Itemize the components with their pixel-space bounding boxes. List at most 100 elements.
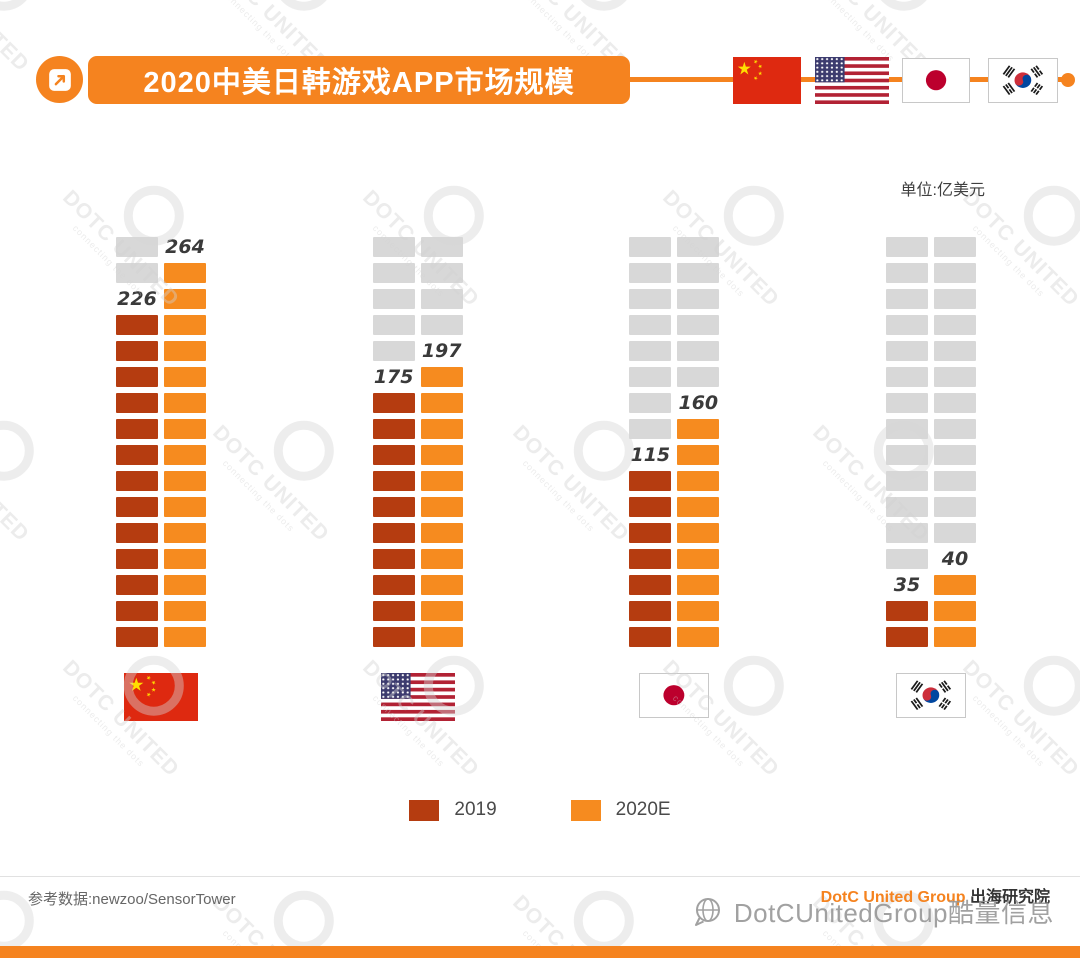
legend-swatch-2019 [409, 799, 440, 821]
value-brick [677, 523, 720, 543]
value-brick [372, 627, 415, 647]
value-brick [164, 263, 206, 283]
value-brick [420, 601, 463, 621]
bar-value-label: 175 [373, 366, 414, 388]
bar-japan-2020e: 160 [677, 237, 720, 647]
bg-brick [885, 549, 928, 569]
bg-brick [885, 471, 928, 491]
flag-china [124, 673, 198, 721]
unit-label: 单位:亿美元 [900, 182, 985, 199]
value-brick [629, 497, 672, 517]
value-brick [420, 497, 463, 517]
value-brick [164, 315, 206, 335]
value-brick [116, 549, 158, 569]
value-brick [164, 445, 206, 465]
bar-usa-2019: 175 [372, 237, 415, 647]
value-brick [164, 367, 206, 387]
value-brick [164, 419, 206, 439]
value-brick [116, 341, 158, 361]
bar-value-label: 40 [941, 548, 969, 570]
bar-value-label: 35 [893, 574, 921, 596]
flag-japan [639, 673, 710, 718]
value-brick [629, 601, 672, 621]
value-brick [677, 497, 720, 517]
bg-brick [629, 237, 672, 257]
flag-korea [895, 673, 966, 718]
brick-bar-chart: 226 264 175 197 115 160 [0, 237, 1080, 721]
value-brick [164, 523, 206, 543]
bg-brick [933, 341, 976, 361]
value-brick [420, 445, 463, 465]
value-brick [885, 627, 928, 647]
header-flag-usa [815, 57, 889, 104]
bg-brick [933, 419, 976, 439]
bg-brick [372, 237, 415, 257]
value-brick [629, 627, 672, 647]
value-brick [164, 601, 206, 621]
value-brick [116, 393, 158, 413]
bg-brick [885, 445, 928, 465]
value-brick [677, 445, 720, 465]
value-brick [372, 471, 415, 491]
value-brick [164, 549, 206, 569]
legend-item-2020e: 2020E [570, 799, 671, 821]
bg-brick [933, 393, 976, 413]
bar-value-label: 226 [117, 288, 157, 310]
bg-brick [420, 289, 463, 309]
value-brick [885, 601, 928, 621]
value-brick [164, 471, 206, 491]
bg-brick [629, 263, 672, 283]
value-brick [420, 523, 463, 543]
value-brick [372, 393, 415, 413]
bg-brick [629, 393, 672, 413]
bg-brick [677, 367, 720, 387]
chart-group-china: 226 264 [116, 237, 206, 721]
legend-label-2019: 2019 [454, 799, 497, 820]
bg-brick [677, 237, 720, 257]
value-brick [420, 627, 463, 647]
value-brick [372, 497, 415, 517]
usa-flag-icon [815, 57, 889, 104]
bg-brick [420, 263, 463, 283]
value-brick [116, 471, 158, 491]
value-brick [933, 601, 976, 621]
bg-brick [933, 497, 976, 517]
bg-brick [933, 445, 976, 465]
bar-value-label: 115 [630, 444, 671, 466]
bg-brick [885, 237, 928, 257]
value-brick [933, 575, 976, 595]
bar-china-2020e: 264 [164, 237, 206, 647]
bg-brick [885, 367, 928, 387]
watermark-ring-icon [0, 0, 47, 24]
share-arrow-icon [48, 68, 71, 91]
bg-brick [629, 315, 672, 335]
bg-brick [885, 393, 928, 413]
bg-brick [933, 315, 976, 335]
value-brick [372, 445, 415, 465]
bg-brick [420, 237, 463, 257]
share-button[interactable] [36, 56, 83, 103]
value-brick [116, 575, 158, 595]
legend: 2019 2020E [0, 799, 1080, 821]
value-brick [629, 575, 672, 595]
china-flag-icon [733, 57, 801, 104]
bg-brick [885, 419, 928, 439]
bg-brick [885, 289, 928, 309]
bg-brick [933, 263, 976, 283]
value-brick [116, 601, 158, 621]
bg-brick [933, 523, 976, 543]
bar-japan-2019: 115 [629, 237, 672, 647]
value-brick [677, 419, 720, 439]
value-brick [420, 419, 463, 439]
watermark-ring-icon [261, 0, 347, 24]
data-source-note: 参考数据:newzoo/SensorTower [28, 891, 236, 908]
watermark-ring-icon [561, 0, 647, 24]
legend-label-2020e: 2020E [615, 799, 671, 820]
value-brick [116, 523, 158, 543]
value-brick [677, 627, 720, 647]
value-brick [372, 523, 415, 543]
bar-value-label: 197 [421, 340, 462, 362]
legend-swatch-2020e [570, 799, 601, 821]
bottom-accent-bar [0, 946, 1080, 958]
